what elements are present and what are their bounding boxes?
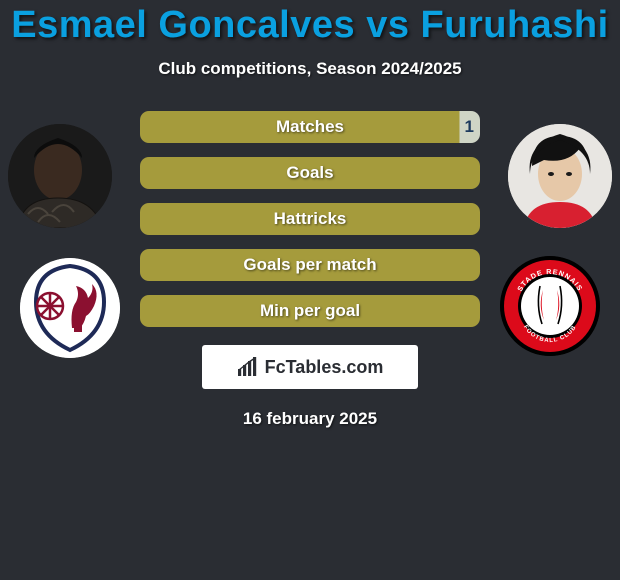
stat-row-hattricks: Hattricks [140,203,480,235]
stat-label: Goals per match [243,255,376,275]
brand-chart-icon [237,357,259,377]
stat-row-matches: Matches 1 [140,111,480,143]
brand-box: FcTables.com [202,345,418,389]
stat-label: Hattricks [274,209,347,229]
player1-avatar-art [8,124,112,228]
player1-name: Esmael Goncalves [11,4,355,46]
player1-club-crest-art [20,258,120,358]
stat-row-goals-per-match: Goals per match [140,249,480,281]
player1-club-crest [20,258,120,358]
stats-column: Matches 1 Goals Hattricks Goals per matc… [140,111,480,327]
page-title: Esmael Goncalves vs Furuhashi [11,4,608,47]
stat-label: Min per goal [260,301,360,321]
comparison-card: Esmael Goncalves vs Furuhashi Club compe… [0,0,620,580]
stat-label: Goals [286,163,333,183]
brand-text: FcTables.com [265,357,384,378]
player2-club-crest-art: STADE RENNAIS FOOTBALL CLUB [500,256,600,356]
stat-label: Matches [276,117,344,137]
player2-club-crest: STADE RENNAIS FOOTBALL CLUB [500,256,600,356]
stat-row-min-per-goal: Min per goal [140,295,480,327]
player2-avatar-art [508,124,612,228]
stat-row-goals: Goals [140,157,480,189]
subtitle: Club competitions, Season 2024/2025 [158,59,461,79]
player2-avatar [508,124,612,228]
date-text: 16 february 2025 [243,409,377,429]
stat-right-value: 1 [465,111,474,143]
player1-avatar [8,124,112,228]
player2-name: Furuhashi [421,4,609,46]
vs-word: vs [366,4,409,46]
